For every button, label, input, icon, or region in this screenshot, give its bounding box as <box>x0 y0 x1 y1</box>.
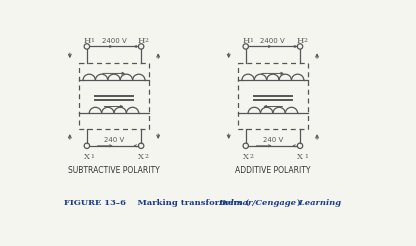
Text: 2: 2 <box>250 154 254 159</box>
Text: 1: 1 <box>250 38 254 43</box>
Bar <box>238 63 308 129</box>
Text: H: H <box>137 37 145 45</box>
Text: 2: 2 <box>145 38 149 43</box>
Text: SUBTRACTIVE POLARITY: SUBTRACTIVE POLARITY <box>68 166 160 175</box>
Text: X: X <box>243 154 249 161</box>
Text: H: H <box>296 37 304 45</box>
Bar <box>79 63 149 129</box>
Text: FIGURE 13–6    Marking transformers (: FIGURE 13–6 Marking transformers ( <box>64 199 249 207</box>
Text: ADDITIVE POLARITY: ADDITIVE POLARITY <box>235 166 311 175</box>
Text: 2: 2 <box>304 38 308 43</box>
Text: X: X <box>138 154 144 161</box>
Text: 1: 1 <box>91 38 95 43</box>
Text: 1: 1 <box>304 154 308 159</box>
Text: 2400 V: 2400 V <box>102 38 126 44</box>
Text: ): ) <box>297 199 301 207</box>
Text: X: X <box>297 154 303 161</box>
Text: 2400 V: 2400 V <box>260 38 285 44</box>
Text: 240 V: 240 V <box>104 138 124 143</box>
Text: H: H <box>242 37 250 45</box>
Text: 2: 2 <box>145 154 149 159</box>
Text: H: H <box>83 37 91 45</box>
Text: Delmar/Cengage Learning: Delmar/Cengage Learning <box>219 199 342 207</box>
Text: 240 V: 240 V <box>263 138 283 143</box>
Text: X: X <box>84 154 90 161</box>
Text: 1: 1 <box>91 154 95 159</box>
